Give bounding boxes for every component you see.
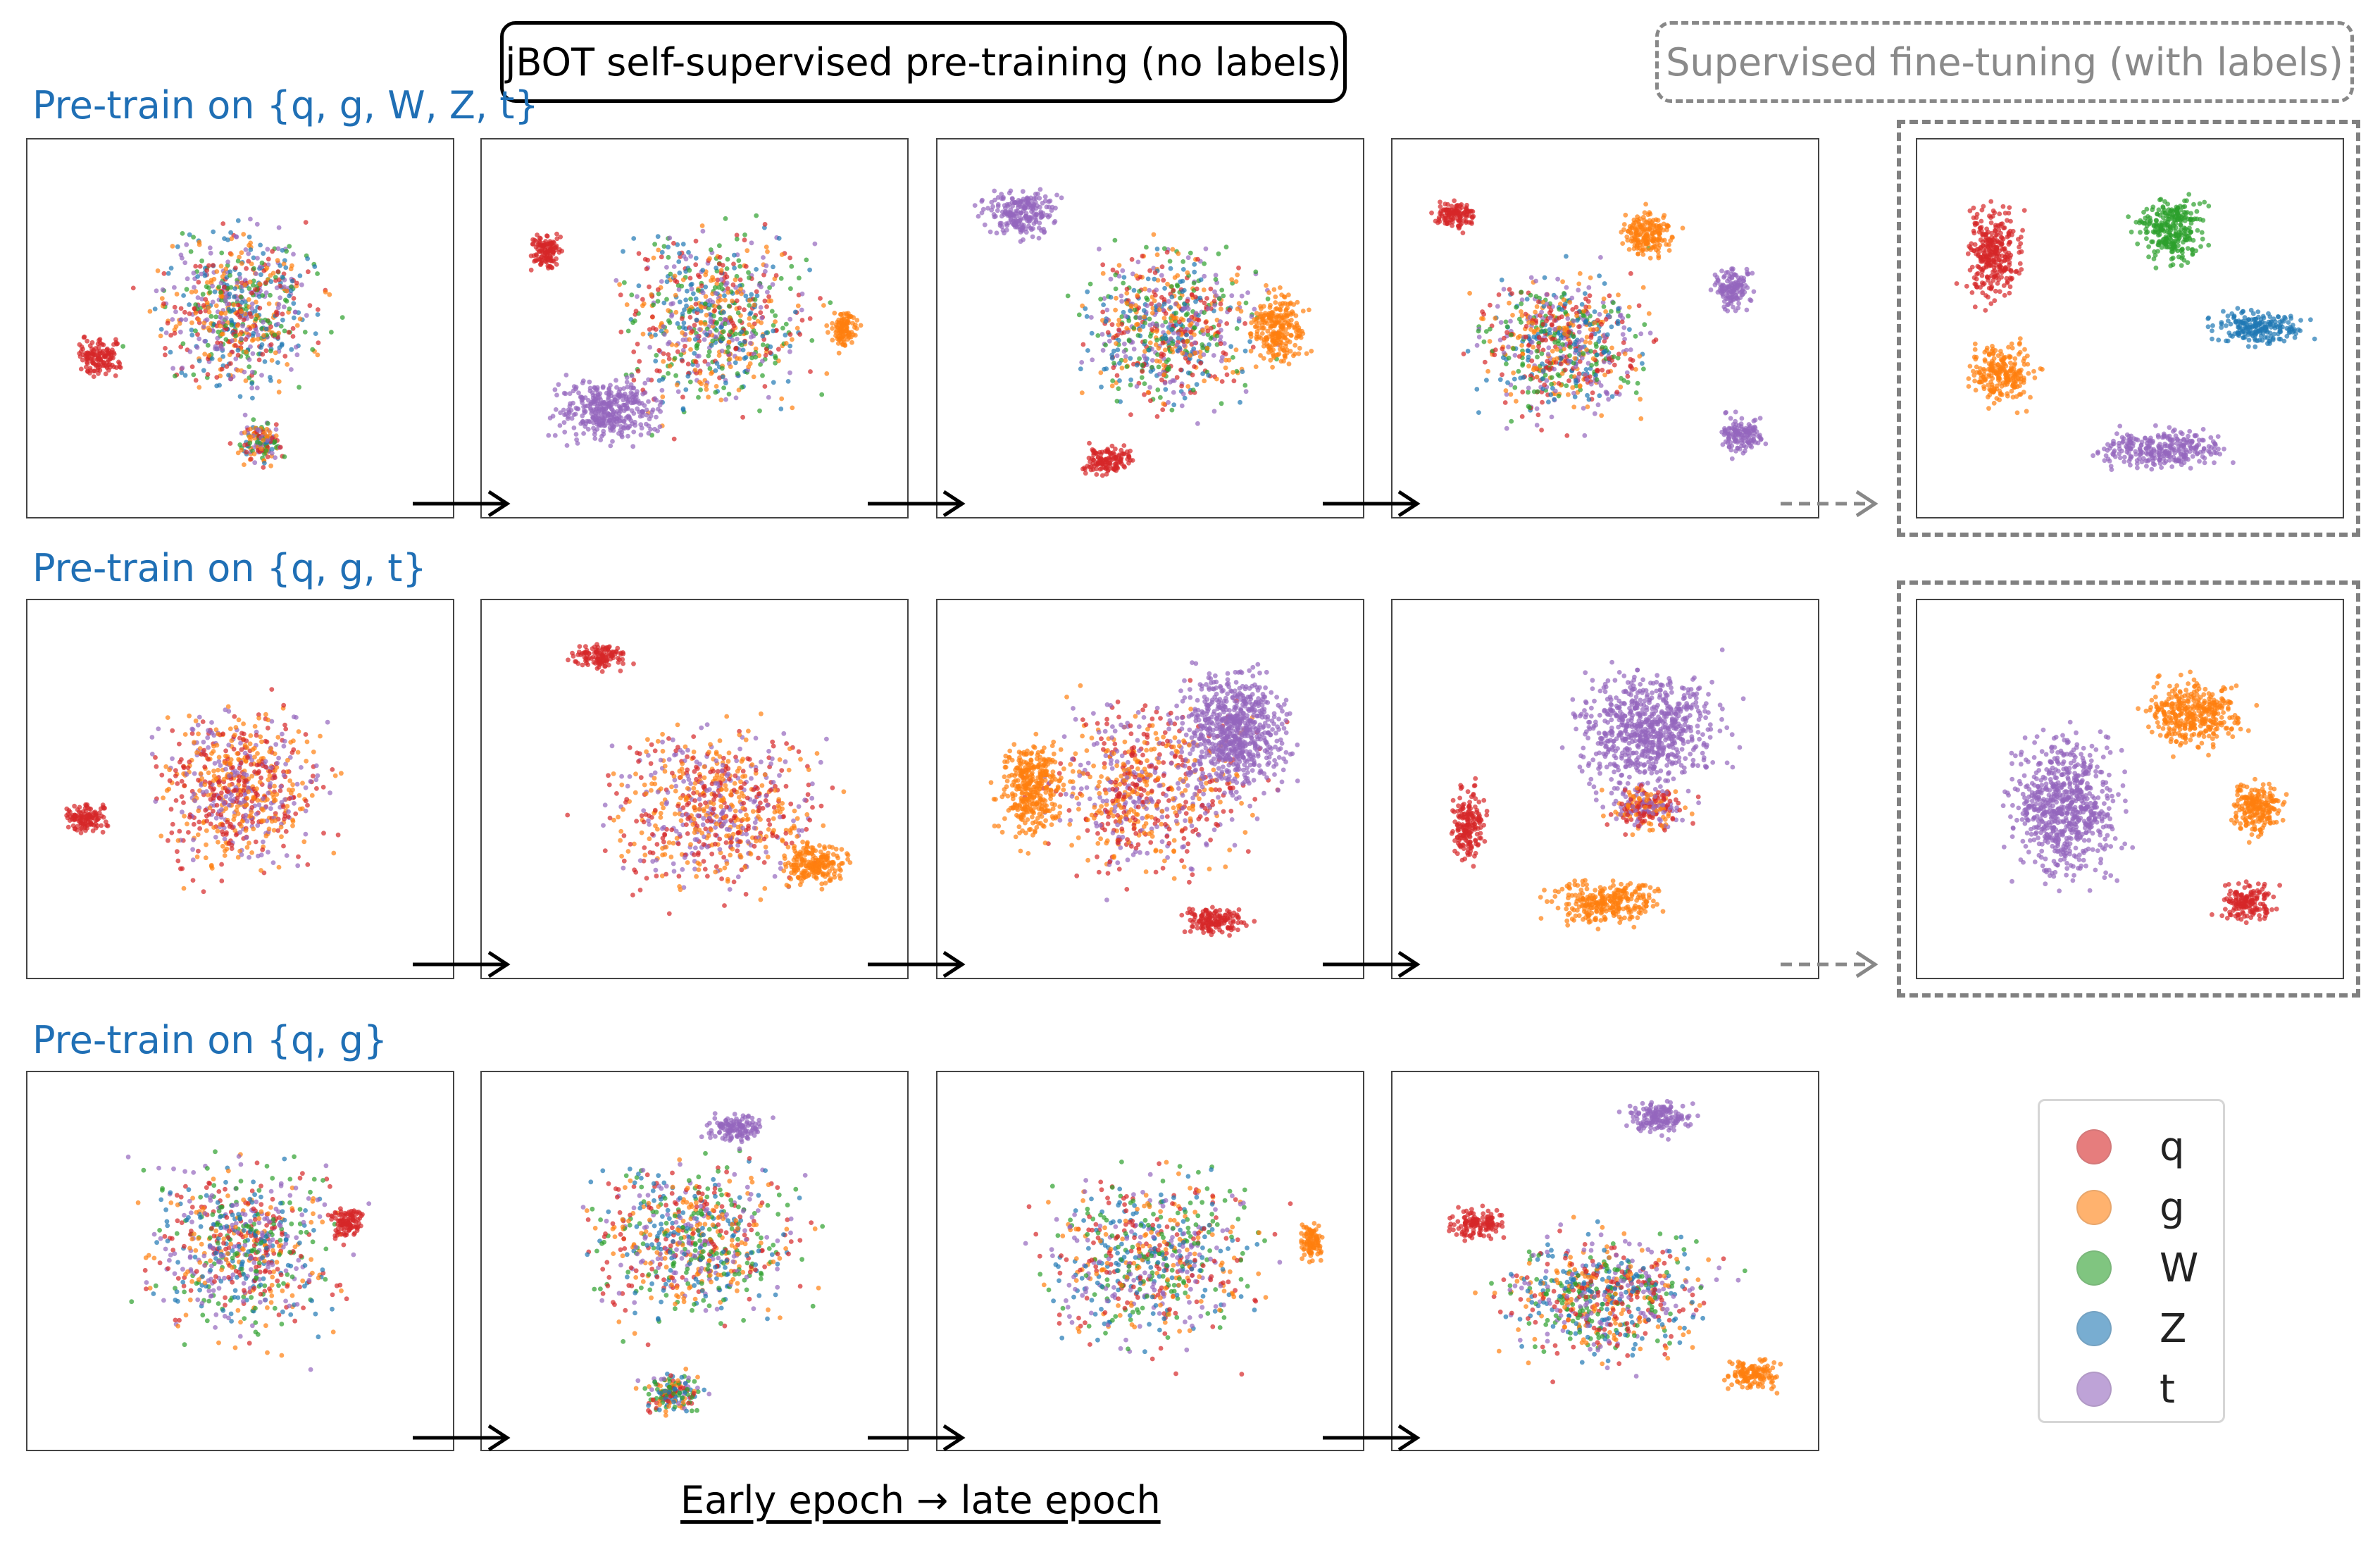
epoch-arrow-icon	[868, 490, 966, 518]
epoch-arrow-icon	[413, 1424, 511, 1452]
tsne-panel-r3-e2	[480, 1071, 909, 1451]
legend-item-z: Z	[2076, 1304, 2186, 1353]
tsne-panel-r2-e3	[936, 599, 1364, 979]
legend-label-t: t	[2160, 1366, 2175, 1412]
legend-marker-g	[2076, 1190, 2112, 1225]
legend-marker-q	[2076, 1129, 2112, 1164]
row-label-1: Pre-train on {q, g, W, Z, t}	[32, 83, 539, 128]
legend-marker-z	[2076, 1311, 2112, 1346]
row-label-3: Pre-train on {q, g}	[32, 1018, 388, 1062]
finetuned-frame-1	[1897, 120, 2360, 537]
tsne-panel-r2-e1	[26, 599, 454, 979]
tsne-panel-r1-e3	[936, 138, 1364, 518]
epoch-arrow-icon	[868, 950, 966, 978]
legend-marker-w	[2076, 1250, 2112, 1286]
epoch-arrow-icon	[868, 1424, 966, 1452]
epoch-arrow-icon	[1323, 1424, 1421, 1452]
tsne-panel-r2-e2	[480, 599, 909, 979]
legend-label-z: Z	[2160, 1305, 2187, 1352]
tsne-panel-r2-e4	[1391, 599, 1819, 979]
tsne-panel-r3-e1	[26, 1071, 454, 1451]
tsne-panel-r2-finetuned	[1916, 599, 2344, 979]
legend-item-w: W	[2076, 1243, 2198, 1293]
finetune-arrow-icon	[1781, 490, 1879, 518]
tsne-panel-r3-e4	[1391, 1071, 1819, 1451]
finetuned-frame-2	[1897, 580, 2360, 998]
legend-item-q: q	[2076, 1122, 2185, 1172]
tsne-panel-r1-e4	[1391, 138, 1819, 518]
row-label-2: Pre-train on {q, g, t}	[32, 546, 427, 590]
tsne-panel-r3-e3	[936, 1071, 1364, 1451]
tsne-panel-r1-e2	[480, 138, 909, 518]
finetune-arrow-icon	[1781, 950, 1879, 978]
legend-item-g: g	[2076, 1183, 2185, 1232]
legend-label-w: W	[2160, 1245, 2199, 1291]
epoch-caption: Early epoch → late epoch	[680, 1478, 1161, 1522]
epoch-arrow-icon	[1323, 490, 1421, 518]
pretraining-header-text: jBOT self-supervised pre-training (no la…	[505, 39, 1342, 85]
epoch-arrow-icon	[413, 490, 511, 518]
finetuning-header-text: Supervised fine-tuning (with labels)	[1666, 39, 2343, 85]
epoch-arrow-icon	[1323, 950, 1421, 978]
tsne-panel-r1-e1	[26, 138, 454, 518]
pretraining-header: jBOT self-supervised pre-training (no la…	[500, 21, 1347, 103]
legend-label-q: q	[2160, 1124, 2185, 1170]
tsne-panel-r1-finetuned	[1916, 138, 2344, 518]
legend-label-g: g	[2160, 1184, 2185, 1231]
finetuning-header: Supervised fine-tuning (with labels)	[1655, 21, 2354, 103]
legend: q g W Z t	[2038, 1099, 2225, 1423]
legend-marker-t	[2076, 1372, 2112, 1407]
legend-item-t: t	[2076, 1365, 2175, 1414]
epoch-arrow-icon	[413, 950, 511, 978]
